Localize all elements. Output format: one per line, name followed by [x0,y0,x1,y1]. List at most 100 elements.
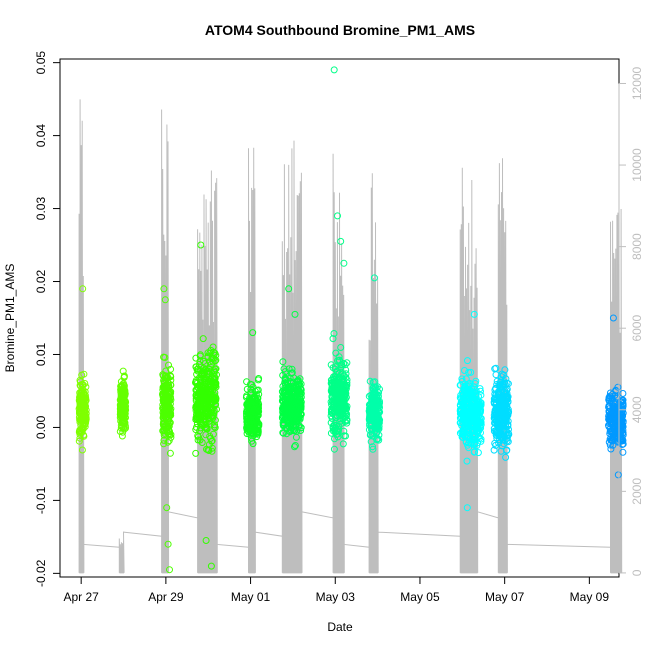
data-point [463,457,471,465]
data-point [366,377,374,385]
data-point [166,449,174,457]
y2-tick-label: 2000 [630,478,644,505]
data-point [467,387,475,395]
y-tick-label: -0.02 [34,559,48,587]
data-point [205,387,213,395]
data-point [248,437,256,445]
data-point [619,390,627,397]
data-point [166,407,174,415]
data-point [498,417,506,425]
data-point [335,373,343,381]
data-point [203,425,211,433]
data-point [606,392,614,400]
data-point [165,406,173,414]
y2-tick-label: 6000 [630,315,644,342]
data-point [371,391,379,399]
data-point [373,436,381,444]
data-point [295,400,303,408]
data-point [81,380,89,387]
data-point [198,389,206,397]
data-point [340,384,348,392]
data-point [76,404,84,412]
data-point [210,382,218,390]
data-point [458,388,466,396]
data-point [605,397,613,405]
data-point [493,377,501,385]
data-point [202,424,210,432]
y-tick-label: 0.01 [34,342,48,366]
y2-tick-label: 0 [630,569,644,576]
data-point [456,429,464,437]
data-point [78,389,86,397]
data-point [475,406,483,414]
data-point [192,449,200,457]
data-point [606,412,614,420]
data-point [338,360,346,368]
series-segment-7 [327,66,351,453]
data-point [490,399,498,407]
data-point [165,361,172,369]
data-point [193,415,201,423]
data-point [327,361,335,369]
data-point [251,422,259,430]
data-point [366,431,374,439]
data-point [295,422,303,430]
data-point [342,366,350,374]
data-point [497,377,505,385]
data-point-outlier [291,310,299,318]
data-point [209,393,217,401]
data-point [198,371,205,379]
data-point-outlier [334,212,341,220]
y2-tick-label: 8000 [630,233,644,260]
data-point [78,371,86,379]
data-point [207,376,215,384]
data-point [76,427,83,435]
x-tick-label: May 09 [570,590,610,604]
data-point [336,412,344,419]
data-point [213,405,220,413]
data-point [167,372,175,380]
data-point [341,418,349,426]
series-segment-9 [456,310,485,512]
data-point [294,389,302,397]
data-point [372,418,380,426]
data-point [502,453,510,461]
data-point [119,400,127,408]
data-point [330,330,338,337]
data-point [291,443,298,451]
data-point [341,361,349,369]
data-point [458,375,466,383]
data-point [210,407,218,415]
data-point [291,442,299,449]
y2-tick-label: 12000 [630,66,644,100]
data-point [247,388,255,396]
x-axis: Apr 27 Apr 29 May 01 May 03 May 05 May 07 May … [63,576,610,604]
data-point [490,446,498,454]
data-point-outlier [285,285,293,293]
data-point [465,421,472,429]
data-point [503,389,511,397]
data-point [193,370,201,378]
data-point [498,442,506,450]
data-point [471,448,479,456]
data-point [467,368,475,376]
data-point [160,427,168,435]
data-point [470,420,477,428]
data-point [199,335,207,343]
data-point [204,352,212,360]
data-point [471,380,479,387]
y-tick-label: 0.00 [34,415,48,439]
data-point [118,432,126,440]
data-point [164,379,172,387]
data-point [472,416,480,424]
altitude-trace [78,99,623,574]
data-point [458,422,466,430]
data-point [338,403,346,411]
data-point [458,377,466,385]
data-point [210,354,218,362]
data-point-outlier [337,237,345,245]
data-point [211,374,219,382]
data-point [327,409,335,417]
data-point [465,382,473,390]
data-point [194,436,202,444]
